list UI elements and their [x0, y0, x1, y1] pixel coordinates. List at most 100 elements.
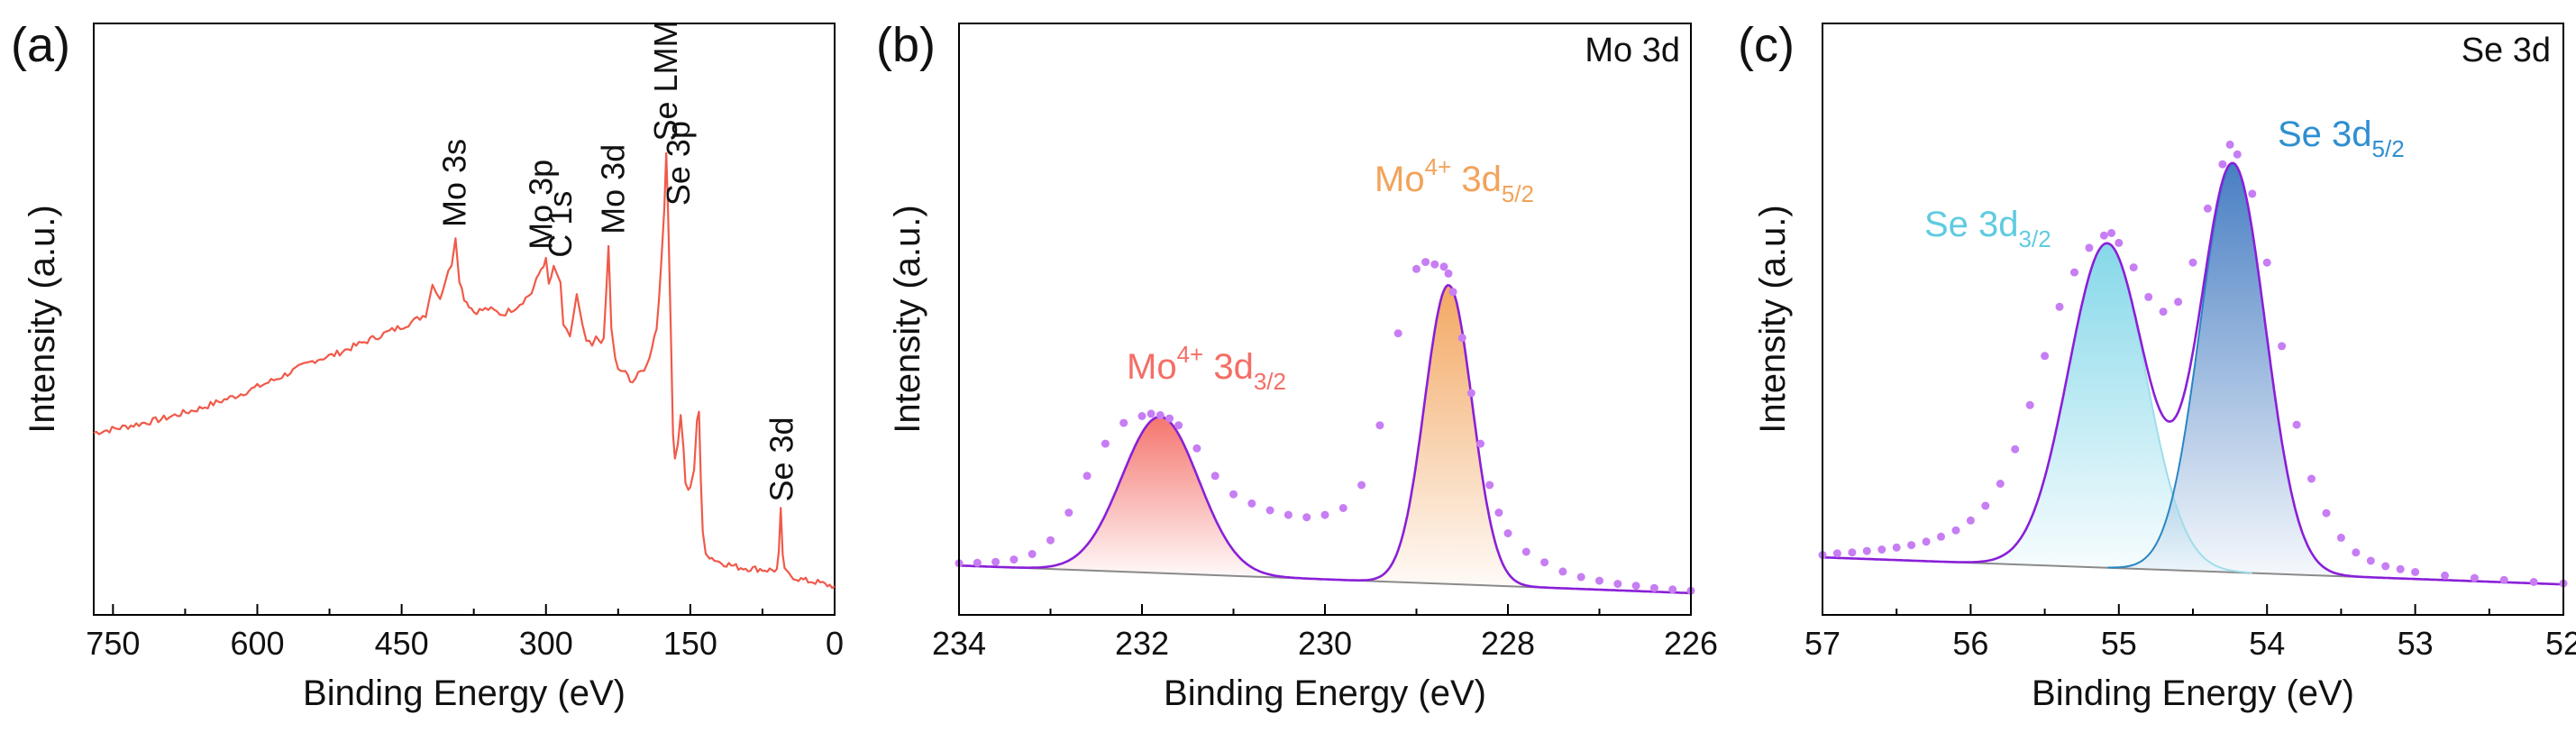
data-point — [2411, 568, 2420, 576]
data-point — [1156, 411, 1165, 419]
data-point — [973, 558, 982, 567]
data-point — [1137, 412, 1146, 420]
data-point — [2107, 229, 2116, 237]
data-point — [1668, 585, 1677, 594]
panel-b-fit-envelope — [958, 284, 1692, 595]
data-point — [1439, 262, 1448, 271]
data-point — [2441, 571, 2449, 580]
peak-label-sub: 3/2 — [1254, 368, 1286, 395]
peak-label-base: Mo — [1127, 347, 1177, 387]
data-point — [2025, 400, 2034, 409]
data-point — [2129, 263, 2138, 272]
data-point — [1877, 545, 1886, 554]
data-point — [1357, 481, 1366, 490]
data-point — [2233, 150, 2242, 159]
panel-a-letter: (a) — [11, 18, 70, 72]
panel-c-peak-label-3d52: Se 3d5/2 — [2278, 115, 2405, 162]
data-point — [2174, 298, 2183, 307]
data-point — [2218, 160, 2227, 169]
data-point — [1862, 546, 1871, 555]
data-point — [1009, 555, 1019, 564]
data-point — [1320, 510, 1329, 519]
data-point — [1540, 558, 1549, 567]
data-point — [2041, 352, 2050, 361]
peak-label-base: Mo — [1375, 160, 1425, 199]
data-point — [1907, 541, 1916, 550]
data-point — [2188, 258, 2197, 267]
data-point — [1832, 549, 1841, 558]
data-point — [2085, 243, 2094, 252]
component-fill — [1359, 285, 1538, 588]
data-point — [2248, 189, 2257, 198]
peak-annotation: Se LMM — [647, 20, 684, 141]
data-point — [2278, 342, 2287, 351]
data-point — [2352, 548, 2361, 557]
data-point — [1996, 480, 2005, 488]
data-point — [2011, 444, 2020, 454]
panel-b-component-fills — [1023, 285, 1538, 588]
data-point — [1981, 501, 1990, 510]
x-tick-label: 0 — [826, 625, 844, 662]
data-point — [2336, 533, 2345, 542]
data-point — [1028, 550, 1037, 558]
data-point — [2115, 238, 2124, 247]
peak-annotation: C 1s — [542, 191, 579, 258]
data-point — [2225, 140, 2234, 149]
data-point — [1393, 329, 1402, 338]
data-point — [1064, 509, 1073, 518]
data-point — [1558, 567, 1567, 576]
data-point — [2099, 231, 2108, 240]
data-point — [1101, 439, 1110, 448]
data-point — [1966, 516, 1975, 525]
peak-label-sub: 3/2 — [2019, 225, 2051, 252]
peak-annotation: Se 3p — [660, 121, 697, 206]
data-point — [2366, 556, 2375, 565]
data-point — [1613, 580, 1622, 589]
panel-a: (a) 750 600 450 300 150 0 Mo 3s Mo 3pC 1s Mo 3d… — [11, 18, 844, 713]
peak-label-main: 3d — [2322, 115, 2372, 154]
panel-c-x-axis-title: Binding Energy (eV) — [2032, 673, 2354, 713]
data-point — [2470, 573, 2479, 582]
data-point — [2499, 575, 2508, 584]
panel-a-frame — [93, 23, 836, 616]
x-tick-label: 750 — [86, 625, 140, 662]
panel-b-peak-label-3d52: Mo4+ 3d5/2 — [1375, 153, 1534, 207]
x-tick-label: 54 — [2249, 625, 2285, 662]
x-tick-label: 55 — [2101, 625, 2137, 662]
panel-c-y-axis-title: Intensity (a.u.) — [1753, 205, 1793, 433]
x-tick-label: 232 — [1115, 625, 1169, 662]
data-point — [1229, 490, 1238, 499]
data-point — [1210, 472, 1219, 481]
x-tick-label: 228 — [1481, 625, 1535, 662]
data-point — [1951, 526, 1960, 535]
data-point — [2159, 307, 2168, 316]
panel-b-x-axis-title: Binding Energy (eV) — [1164, 673, 1486, 713]
x-tick-label: 226 — [1664, 625, 1718, 662]
panel-c: (c) Se 3d 57 56 55 54 53 52 Se 3d3/2 Se 3d5/2… — [1738, 18, 2576, 713]
data-point — [2292, 420, 2301, 429]
data-point — [1421, 258, 1430, 267]
x-tick-label: 53 — [2398, 625, 2434, 662]
peak-label-sub: 5/2 — [2372, 135, 2405, 162]
x-tick-label: 150 — [663, 625, 717, 662]
data-point — [1503, 529, 1512, 537]
data-point — [1247, 499, 1256, 508]
peak-label-main: 3d — [1969, 205, 2019, 244]
panel-c-component-fills — [1961, 164, 2358, 577]
data-point — [1444, 269, 1453, 278]
panel-a-x-axis-title: Binding Energy (eV) — [303, 673, 626, 713]
panel-c-corner-label: Se 3d — [2462, 32, 2551, 69]
data-point — [2396, 564, 2405, 573]
data-point — [1485, 481, 1494, 490]
data-point — [1457, 334, 1466, 343]
panel-b-data-points — [955, 258, 1695, 595]
data-point — [1494, 509, 1503, 518]
data-point — [1595, 576, 1603, 585]
panel-c-fit-envelope — [1822, 161, 2564, 586]
data-point — [2203, 204, 2212, 213]
component-fill — [2107, 164, 2358, 577]
peak-label-base: Se — [1924, 205, 1969, 244]
panel-a-x-ticks: 750 600 450 300 150 0 — [86, 604, 844, 662]
data-point — [2381, 562, 2390, 571]
